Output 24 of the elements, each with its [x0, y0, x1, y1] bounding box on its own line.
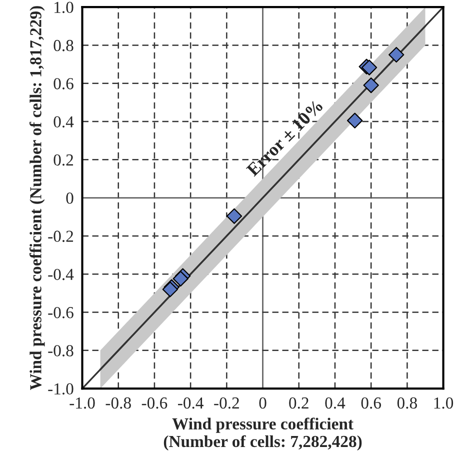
- x-tick-label: -0.8: [106, 397, 131, 409]
- y-tick-label: 0.6: [54, 78, 74, 90]
- y-tick-label: -0.2: [48, 230, 74, 242]
- y-axis-title: Wind pressure coefficient (Number of cells: 1,817,229): [29, 6, 45, 390]
- y-tick-label: 0.4: [54, 116, 74, 128]
- x-tick-label: 0.4: [325, 397, 346, 409]
- y-tick-label: -0.8: [48, 345, 74, 356]
- x-tick-label: -0.6: [142, 397, 168, 409]
- y-tick-label: 0: [66, 192, 74, 204]
- y-tick-label: 1.0: [54, 2, 74, 14]
- x-tick-label: 0.2: [289, 397, 308, 409]
- y-tick-label: 0.8: [54, 40, 74, 52]
- y-tick-label: 0.2: [54, 154, 74, 166]
- x-tick-label: 0.8: [397, 397, 417, 409]
- y-tick-label: -1.0: [48, 383, 74, 395]
- x-tick-label: 1.0: [434, 397, 454, 409]
- y-tick-label: -0.4: [48, 268, 74, 280]
- x-tick-label: 0: [259, 397, 266, 409]
- x-axis-title: Wind pressure coefficient (Number of cells: 7,282,428): [164, 418, 362, 450]
- x-tick-label: -0.2: [214, 397, 239, 409]
- x-tick-label: -1.0: [70, 397, 95, 409]
- x-tick-label: 0.6: [361, 397, 382, 409]
- x-tick-label: -0.4: [178, 397, 204, 409]
- y-tick-label: -0.6: [48, 306, 74, 318]
